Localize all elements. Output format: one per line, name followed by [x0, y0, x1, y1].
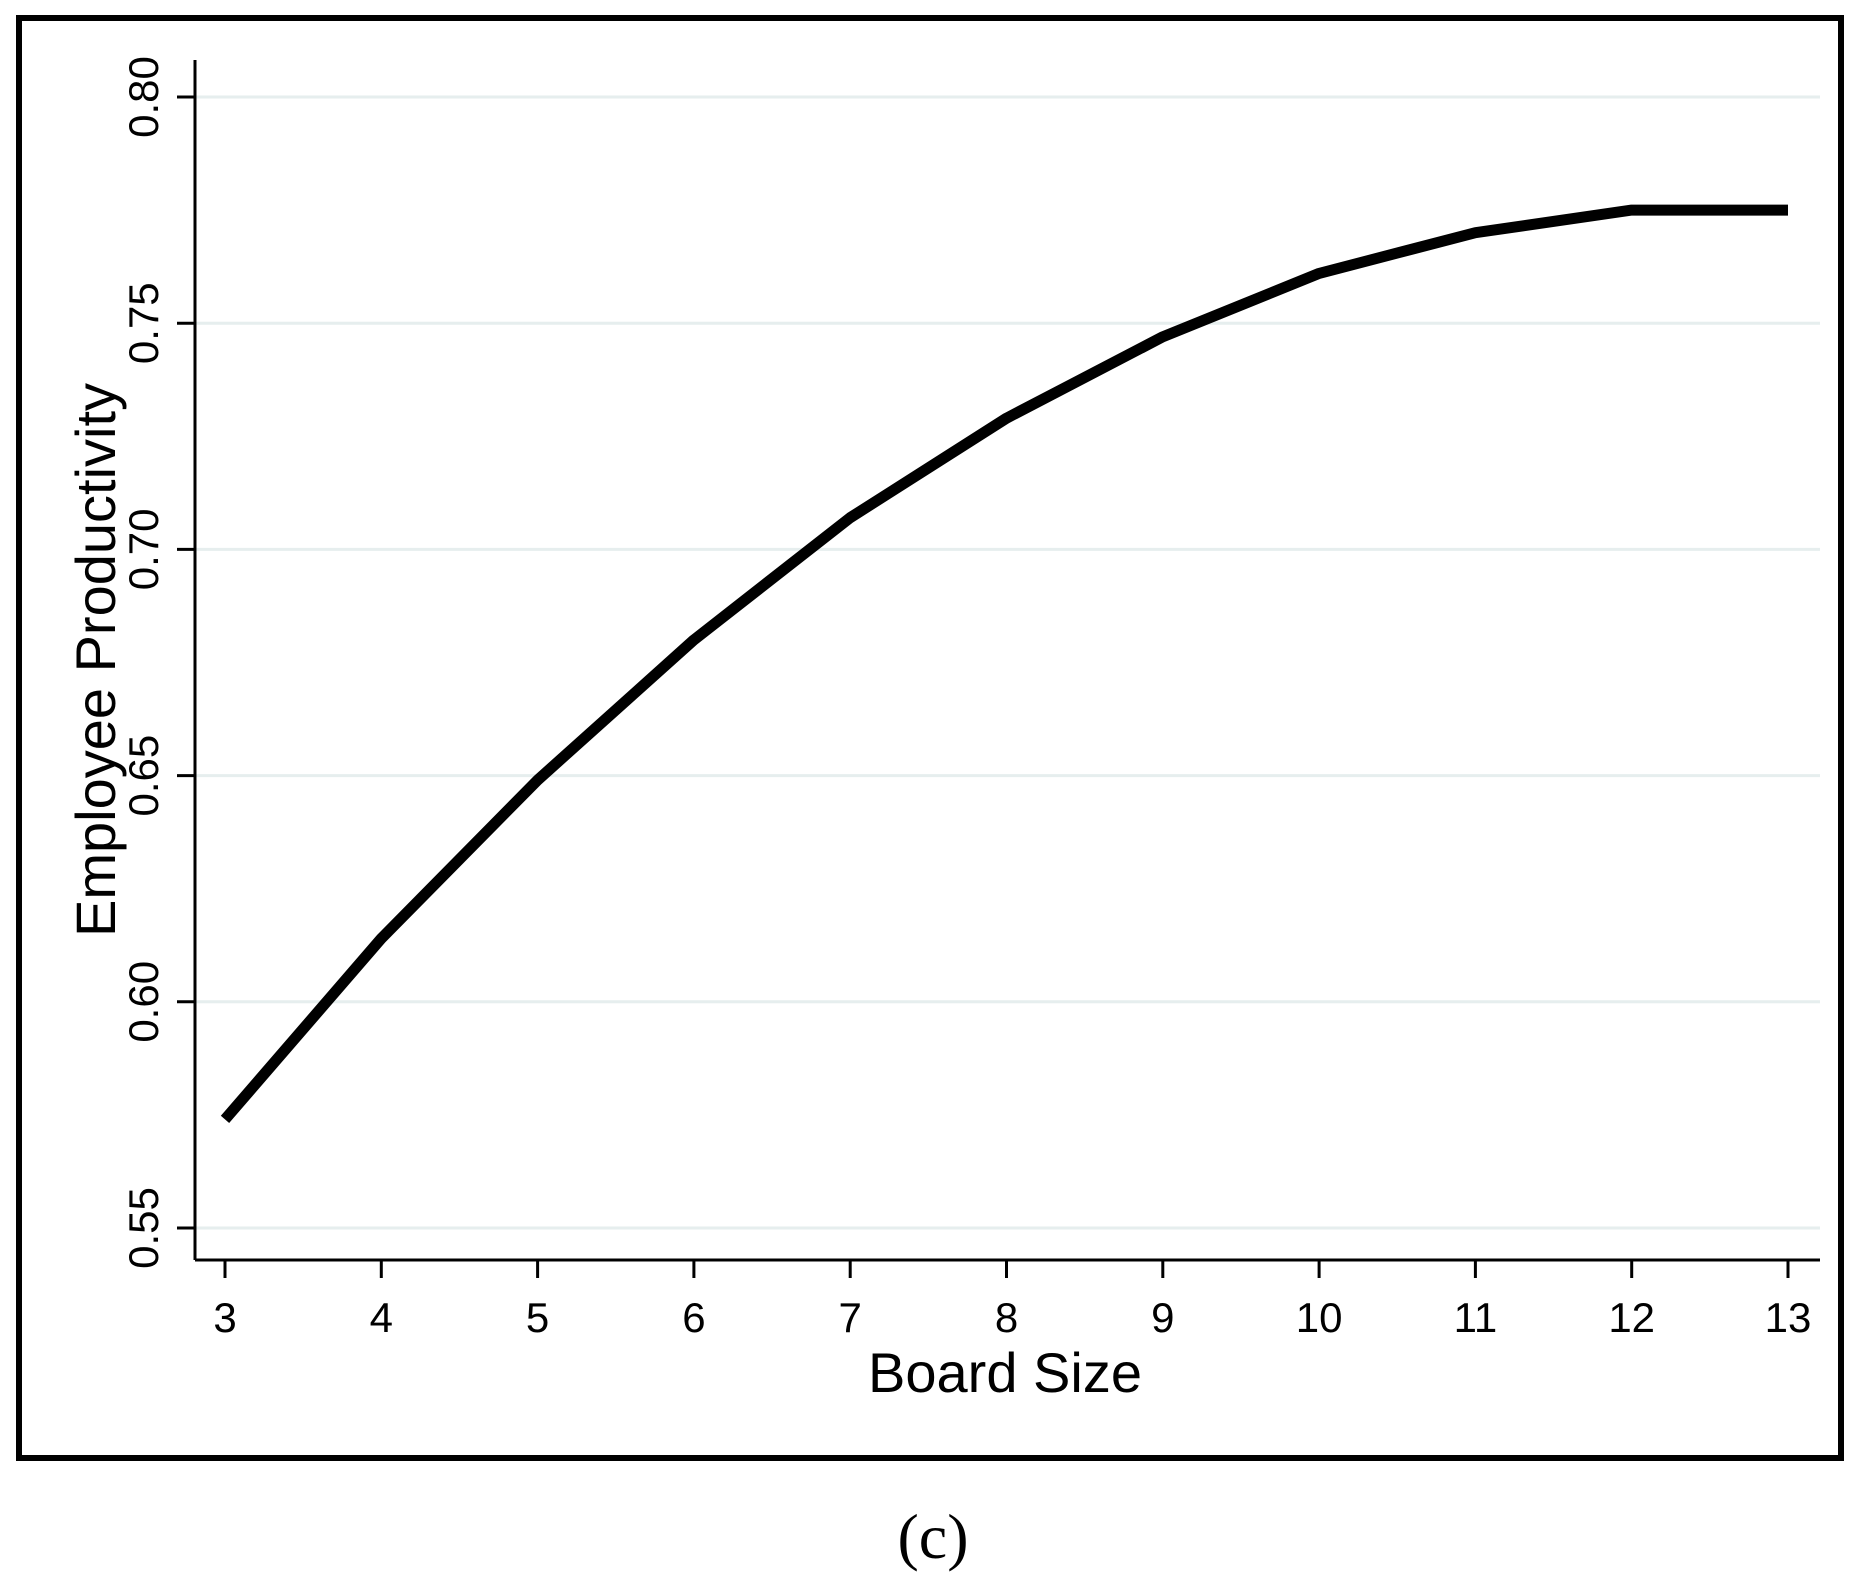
gridlines	[195, 95, 1820, 1230]
x-tick-label: 13	[1765, 1294, 1812, 1341]
x-tick-label: 8	[995, 1294, 1018, 1341]
x-tick-label: 9	[1151, 1294, 1174, 1341]
y-tick-label: 0.55	[120, 1187, 167, 1269]
y-axis-title: Employee Productivity	[64, 383, 127, 937]
series-line	[220, 204, 1788, 1123]
y-tick-label: 0.60	[120, 961, 167, 1043]
figure-frame	[16, 15, 1844, 1461]
x-tick-label: 7	[839, 1294, 862, 1341]
y-tick-label: 0.75	[120, 282, 167, 364]
y-tick-label: 0.80	[120, 56, 167, 138]
x-tick-label: 11	[1454, 1294, 1498, 1341]
panel-caption: (c)	[897, 1501, 968, 1572]
x-tick-label: 5	[526, 1294, 549, 1341]
y-axis-ticks: 0.55 0.60 0.65 0.70 0.75 0.80	[120, 56, 195, 1269]
series	[220, 204, 1788, 1123]
x-tick-label: 10	[1296, 1294, 1343, 1341]
x-axis-title: Board Size	[868, 1341, 1142, 1404]
x-tick-label: 3	[213, 1294, 236, 1341]
y-tick-label: 0.70	[120, 509, 167, 591]
x-tick-label: 6	[682, 1294, 705, 1341]
x-axis-ticks: 3 4 5 6 7 8 9 10 11 12 13	[213, 1260, 1811, 1341]
y-tick-label: 0.65	[120, 735, 167, 817]
x-tick-label: 12	[1608, 1294, 1655, 1341]
x-tick-label: 4	[370, 1294, 393, 1341]
